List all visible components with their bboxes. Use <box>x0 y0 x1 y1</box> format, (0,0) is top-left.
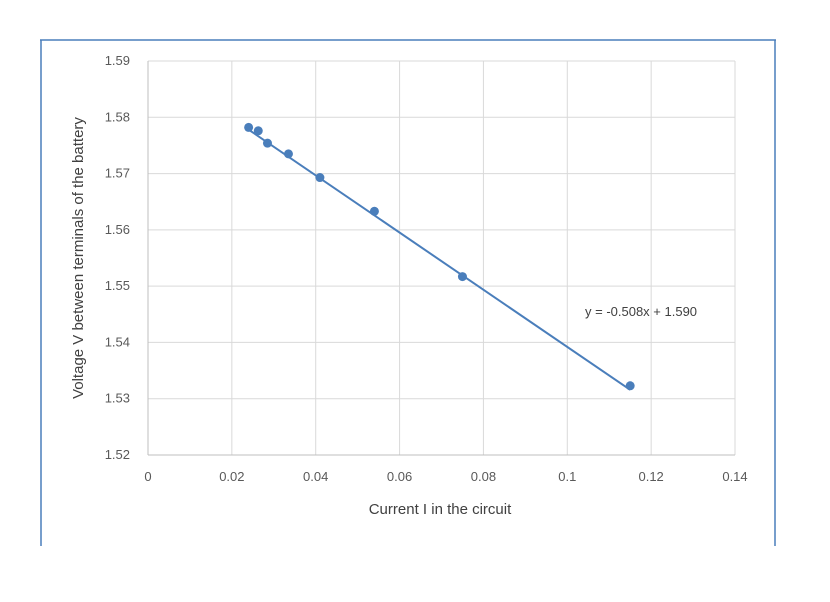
trendline-equation: y = -0.508x + 1.590 <box>585 304 697 319</box>
y-tick-label: 1.59 <box>105 53 130 68</box>
data-point <box>625 381 635 391</box>
data-point <box>283 149 293 159</box>
y-tick-label: 1.56 <box>105 222 130 237</box>
data-point <box>253 126 263 136</box>
x-tick-label: 0.08 <box>471 469 496 484</box>
tick-labels: 0 0.02 0.04 0.06 0.08 0.1 0.12 0.14 1.52 1.53 1.54… <box>105 53 748 484</box>
trendline-group <box>248 128 631 391</box>
trendline <box>248 128 631 391</box>
x-tick-label: 0.06 <box>387 469 412 484</box>
data-points <box>244 122 635 391</box>
y-tick-label: 1.53 <box>105 391 130 406</box>
x-tick-label: 0.1 <box>558 469 576 484</box>
x-tick-label: 0.04 <box>303 469 328 484</box>
y-tick-label: 1.58 <box>105 109 130 124</box>
y-tick-label: 1.54 <box>105 334 130 349</box>
gridlines <box>148 60 736 455</box>
data-point <box>244 122 254 132</box>
x-axis-title: Current I in the circuit <box>369 501 512 518</box>
y-tick-label: 1.55 <box>105 278 130 293</box>
data-point <box>457 272 467 282</box>
y-tick-label: 1.57 <box>105 166 130 181</box>
y-tick-label: 1.52 <box>105 447 130 462</box>
data-point <box>369 206 379 216</box>
axes <box>147 61 735 456</box>
x-tick-label: 0.02 <box>219 469 244 484</box>
x-tick-label: 0.12 <box>638 469 663 484</box>
data-point <box>315 173 325 183</box>
x-tick-label: 0.14 <box>722 469 747 484</box>
y-axis-title: Voltage V between terminals of the batte… <box>70 117 87 399</box>
x-tick-label: 0 <box>144 469 151 484</box>
data-point <box>262 138 272 148</box>
